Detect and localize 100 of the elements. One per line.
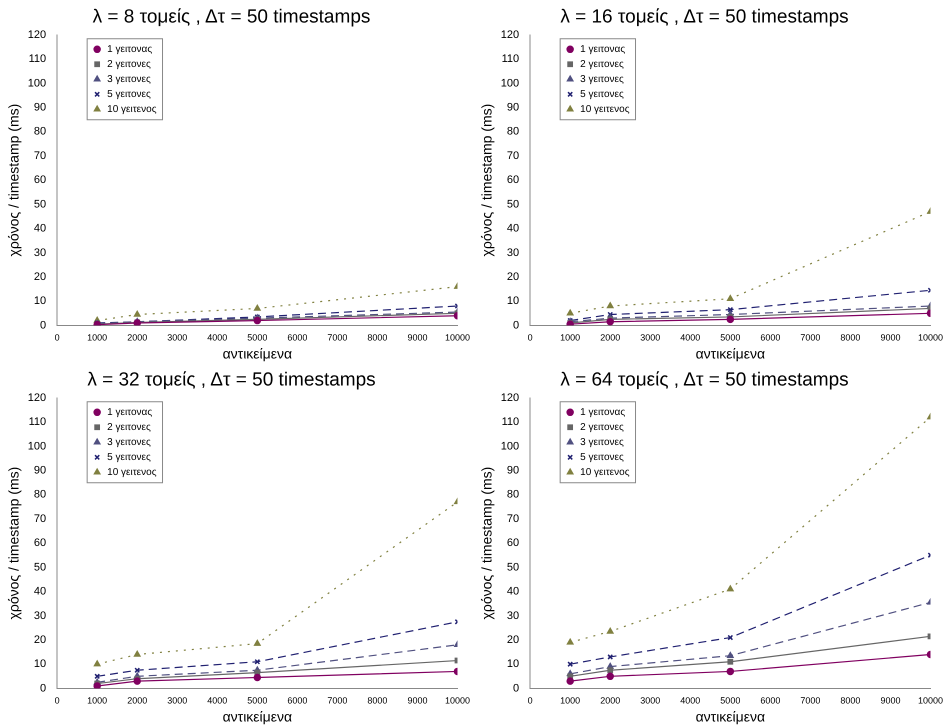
x-tick-label: 10000 (444, 332, 470, 342)
y-tick-label: 0 (513, 319, 520, 332)
y-tick-label: 50 (506, 561, 520, 574)
y-tick-label: 120 (28, 392, 46, 404)
x-tick-label: 9000 (407, 695, 428, 706)
legend-label: 1 γειτονας (107, 407, 152, 418)
y-tick-label: 90 (34, 101, 46, 114)
y-tick-label: 90 (506, 464, 520, 476)
y-tick-label: 100 (500, 77, 520, 90)
legend-label: 3 γειτονες (580, 74, 624, 86)
y-tick-label: 30 (506, 610, 520, 622)
legend-label: 10 γειτενος (107, 467, 157, 478)
legend-label: 5 γειτονες (107, 89, 151, 100)
x-tick-label: 4000 (680, 695, 700, 706)
x-tick-label: 6000 (760, 695, 780, 706)
y-tick-label: 70 (34, 512, 46, 525)
y-tick-label: 20 (506, 634, 520, 646)
x-tick-label: 1000 (560, 695, 580, 706)
y-tick-label: 20 (506, 271, 520, 283)
x-tick-label: 8000 (840, 695, 860, 706)
x-axis-title: αντικείμενα (696, 708, 766, 724)
y-tick-label: 40 (34, 586, 46, 598)
y-tick-label: 30 (34, 610, 46, 622)
x-tick-label: 1000 (87, 695, 108, 706)
legend-label: 10 γειτενος (580, 104, 630, 116)
y-tick-label: 70 (506, 512, 520, 525)
y-tick-label: 120 (500, 28, 520, 41)
y-tick-label: 80 (34, 126, 46, 138)
y-tick-label: 100 (28, 440, 46, 452)
x-tick-label: 5000 (247, 332, 268, 342)
y-tick-label: 120 (500, 392, 520, 404)
x-tick-label: 5000 (720, 695, 740, 706)
y-tick-label: 50 (34, 561, 46, 574)
y-tick-label: 60 (506, 537, 520, 550)
x-tick-label: 7000 (327, 695, 348, 706)
x-tick-label: 4000 (207, 332, 228, 342)
x-tick-label: 4000 (207, 695, 228, 706)
x-tick-label: 9000 (407, 332, 428, 342)
y-tick-label: 70 (34, 150, 46, 162)
x-tick-label: 1000 (560, 332, 580, 342)
x-tick-label: 5000 (720, 332, 740, 342)
y-tick-label: 0 (513, 682, 520, 694)
y-axis-title: χρόνος / timestamp (ms) (5, 104, 22, 256)
y-tick-label: 40 (34, 222, 46, 235)
x-tick-label: 10000 (918, 695, 943, 706)
y-tick-label: 110 (502, 416, 520, 428)
x-tick-label: 7000 (800, 695, 820, 706)
legend-label: 2 γειτονες (580, 59, 624, 70)
x-tick-label: 3000 (167, 332, 188, 342)
x-tick-label: 0 (54, 695, 60, 706)
y-tick-label: 110 (28, 53, 46, 66)
y-tick-label: 80 (506, 488, 520, 501)
y-tick-label: 100 (28, 77, 46, 90)
legend-label: 5 γειτονες (580, 89, 624, 100)
x-tick-label: 3000 (640, 332, 660, 342)
y-tick-label: 60 (34, 537, 46, 550)
legend-label: 10 γειτενος (107, 104, 157, 116)
x-tick-label: 4000 (680, 332, 700, 342)
legend-label: 5 γειτονες (107, 452, 151, 464)
y-tick-label: 50 (506, 198, 520, 210)
legend-label: 1 γειτονας (107, 44, 152, 56)
legend-label: 1 γειτονας (580, 407, 626, 418)
legend-label: 2 γειτονες (107, 59, 151, 70)
x-tick-label: 9000 (880, 695, 900, 706)
y-tick-label: 0 (40, 682, 46, 694)
chart-title: λ = 16 τομείς , Δτ = 50 timestamps (560, 6, 849, 28)
y-tick-label: 110 (28, 416, 46, 428)
x-tick-label: 1000 (87, 332, 108, 342)
x-tick-label: 8000 (367, 332, 388, 342)
x-tick-label: 0 (528, 332, 533, 342)
y-tick-label: 60 (34, 174, 46, 186)
y-tick-label: 30 (34, 246, 46, 259)
y-tick-label: 10 (34, 658, 46, 670)
x-tick-label: 2000 (600, 332, 620, 342)
x-tick-label: 8000 (840, 332, 860, 342)
x-tick-label: 9000 (880, 332, 900, 342)
x-tick-label: 5000 (247, 695, 268, 706)
x-tick-label: 10000 (444, 695, 470, 706)
x-tick-label: 3000 (640, 695, 660, 706)
x-tick-label: 3000 (167, 695, 188, 706)
y-tick-label: 90 (506, 101, 520, 114)
x-tick-label: 7000 (327, 332, 348, 342)
y-tick-label: 40 (506, 586, 520, 598)
y-tick-label: 30 (506, 246, 520, 259)
x-tick-label: 7000 (800, 332, 820, 342)
x-axis-title: αντικείμενα (696, 345, 766, 362)
y-tick-label: 70 (506, 150, 520, 162)
y-tick-label: 110 (502, 53, 520, 66)
x-tick-label: 0 (54, 332, 60, 342)
y-tick-label: 0 (40, 319, 46, 332)
y-tick-label: 50 (34, 198, 46, 210)
y-axis-title: χρόνος / timestamp (ms) (5, 466, 22, 620)
y-tick-label: 10 (506, 658, 520, 670)
legend-label: 3 γειτονες (580, 437, 624, 448)
y-tick-label: 40 (506, 222, 520, 235)
x-tick-label: 2000 (127, 695, 148, 706)
legend-label: 5 γειτονες (580, 452, 624, 464)
x-axis-title: αντικείμενα (222, 345, 292, 362)
legend-label: 3 γειτονες (107, 74, 151, 86)
x-tick-label: 6000 (760, 332, 780, 342)
